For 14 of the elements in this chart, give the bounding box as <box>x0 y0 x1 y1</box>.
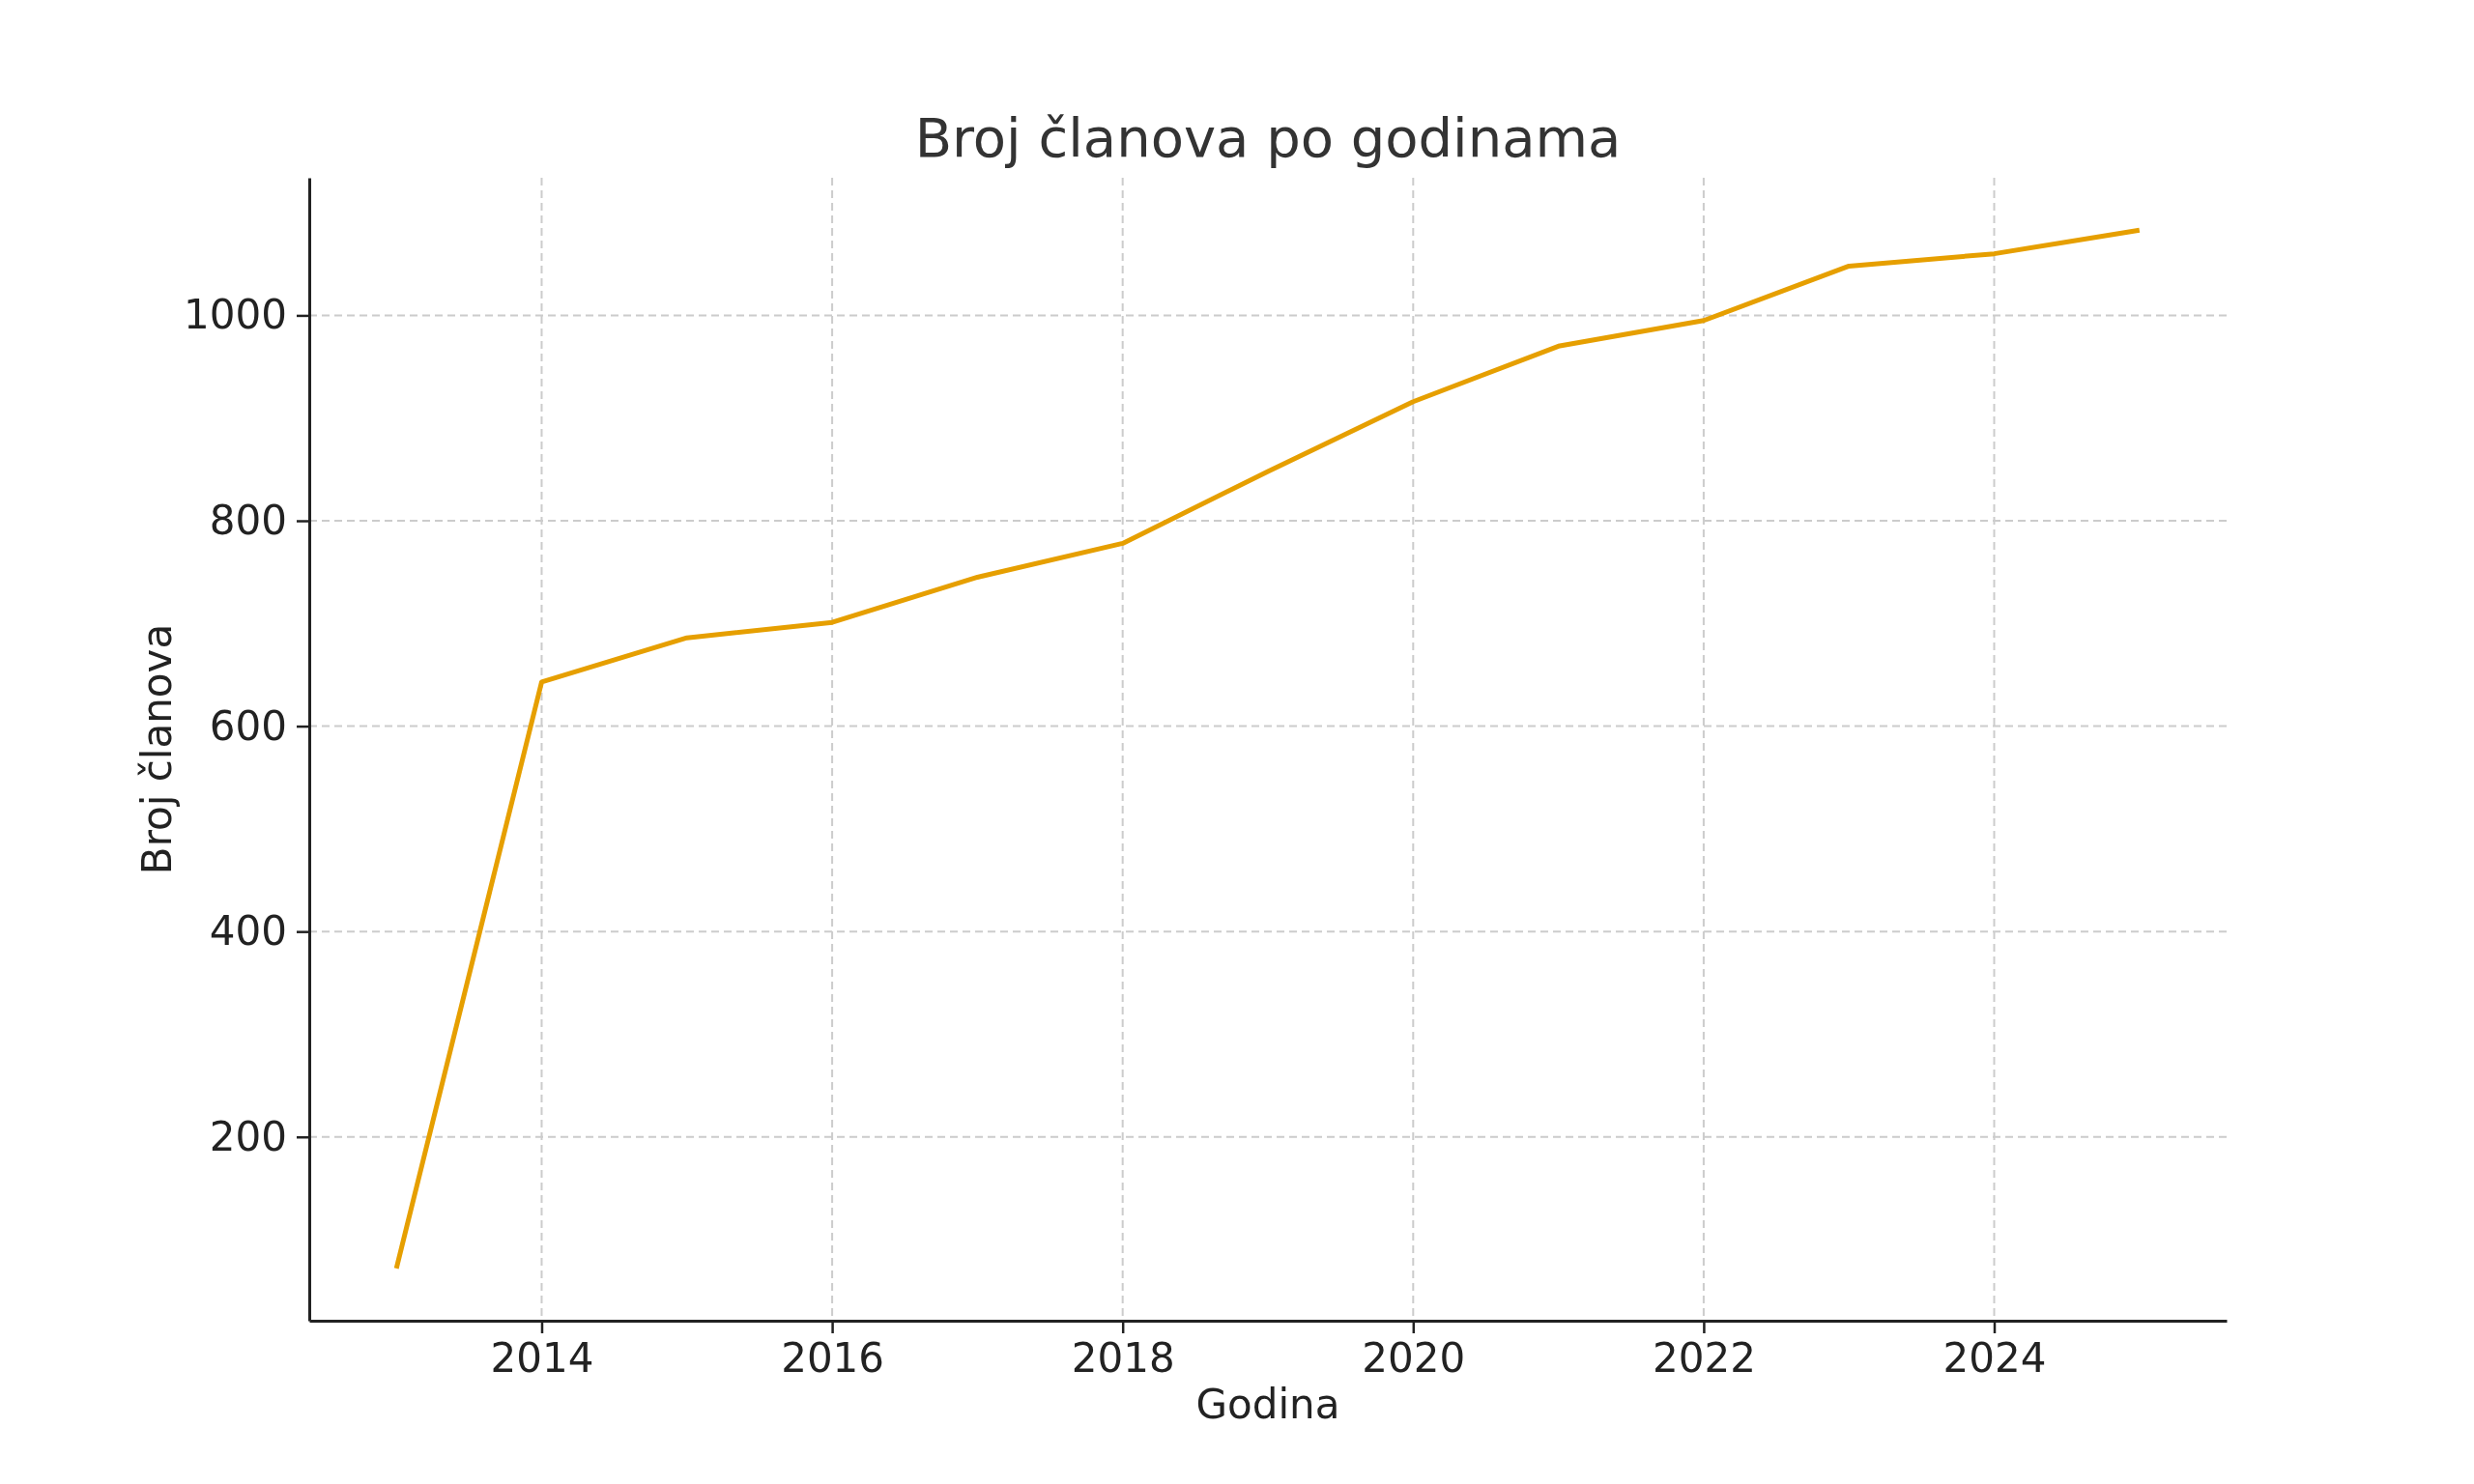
x-tick-label: 2018 <box>1071 1333 1175 1382</box>
x-tick-label: 2020 <box>1362 1333 1466 1382</box>
chart-title: Broj članova po godinama <box>914 106 1622 169</box>
x-tick-label: 2014 <box>490 1333 594 1382</box>
y-tick-label: 600 <box>209 701 287 750</box>
y-tick-label: 800 <box>209 496 287 544</box>
x-tick-label: 2022 <box>1652 1333 1756 1382</box>
y-tick-label: 400 <box>209 907 287 956</box>
x-axis-title: Godina <box>1195 1381 1340 1428</box>
x-tick-label: 2016 <box>781 1333 885 1382</box>
x-tick-label: 2024 <box>1942 1333 2047 1382</box>
y-axis-title: Broj članova <box>133 623 181 875</box>
y-tick-label: 200 <box>209 1112 287 1160</box>
y-tick-label: 1000 <box>184 291 287 339</box>
